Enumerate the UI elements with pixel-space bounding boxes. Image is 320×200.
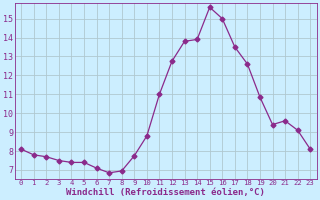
X-axis label: Windchill (Refroidissement éolien,°C): Windchill (Refroidissement éolien,°C) [66, 188, 265, 197]
